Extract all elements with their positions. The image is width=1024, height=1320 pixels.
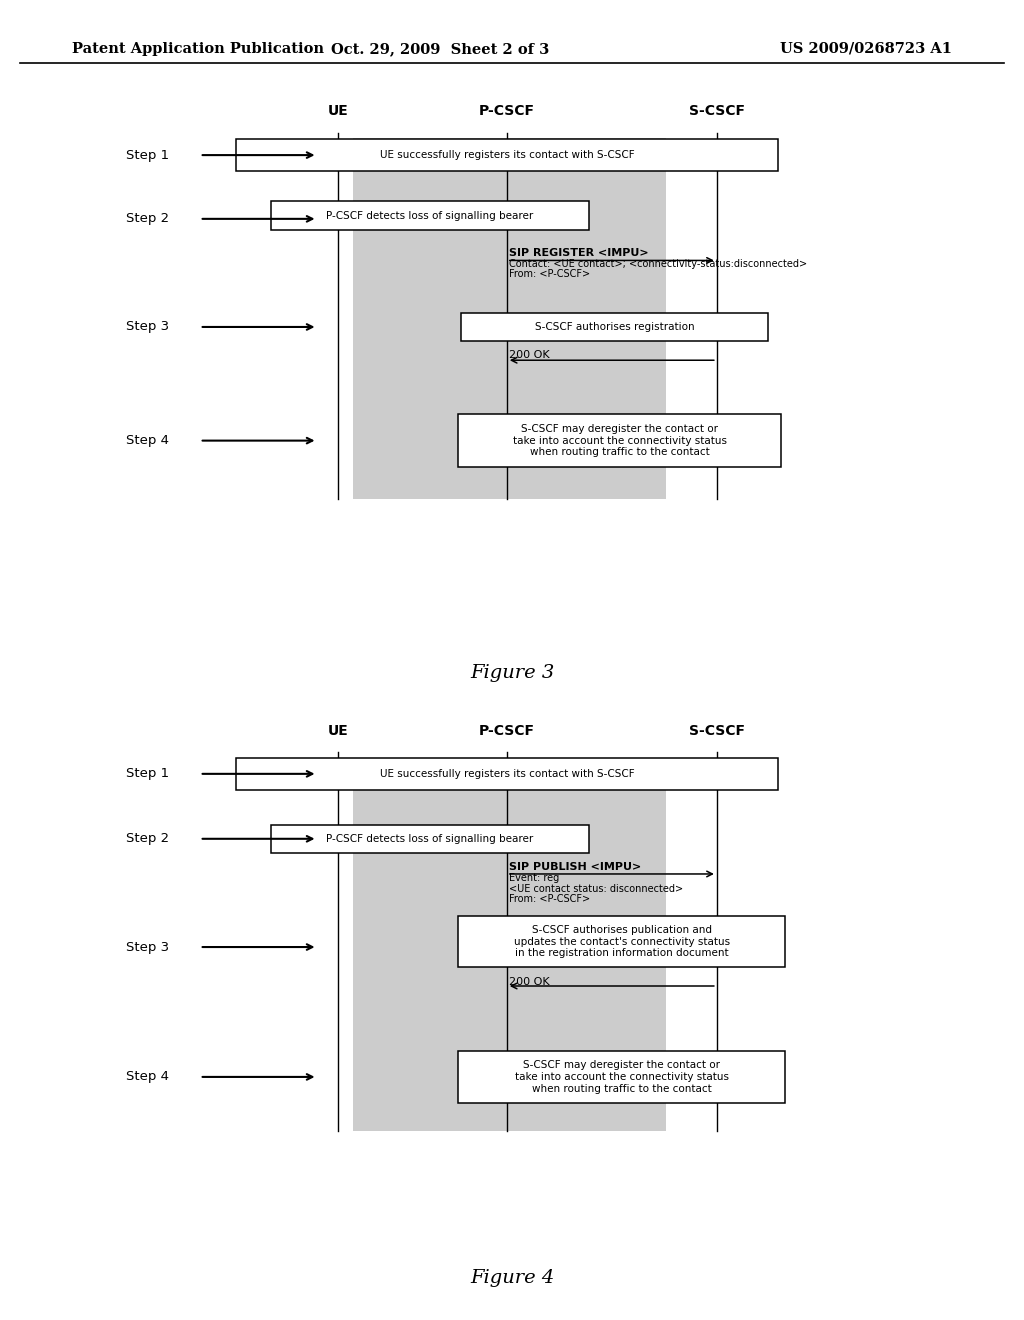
Text: Step 4: Step 4	[126, 434, 169, 447]
Text: P-CSCF: P-CSCF	[479, 723, 535, 738]
Bar	[458, 1051, 785, 1102]
Text: From: <P-CSCF>: From: <P-CSCF>	[509, 269, 590, 280]
Text: Oct. 29, 2009  Sheet 2 of 3: Oct. 29, 2009 Sheet 2 of 3	[331, 42, 550, 55]
Text: Step 4: Step 4	[126, 1071, 169, 1084]
Text: UE: UE	[328, 723, 348, 738]
Bar	[236, 139, 778, 172]
Text: Step 2: Step 2	[126, 213, 169, 226]
Text: Step 3: Step 3	[126, 321, 169, 334]
Text: Event: reg: Event: reg	[509, 874, 559, 883]
Text: UE: UE	[328, 104, 348, 117]
Text: S-CSCF: S-CSCF	[689, 104, 744, 117]
Bar	[458, 916, 785, 968]
Text: UE successfully registers its contact with S-CSCF: UE successfully registers its contact wi…	[380, 150, 634, 160]
Text: P-CSCF: P-CSCF	[479, 104, 535, 117]
Text: S-CSCF: S-CSCF	[689, 723, 744, 738]
Text: Contact: <UE contact>; <connectivity-status:disconnected>: Contact: <UE contact>; <connectivity-sta…	[509, 259, 807, 269]
Text: 200 OK: 200 OK	[509, 350, 550, 360]
Text: UE successfully registers its contact with S-CSCF: UE successfully registers its contact wi…	[380, 768, 634, 779]
Text: Patent Application Publication: Patent Application Publication	[72, 42, 324, 55]
Text: S-CSCF authorises registration: S-CSCF authorises registration	[535, 322, 694, 331]
Text: Figure 4: Figure 4	[470, 1269, 554, 1287]
Text: S-CSCF may deregister the contact or
take into account the connectivity status
w: S-CSCF may deregister the contact or tak…	[513, 424, 726, 457]
Bar	[353, 139, 666, 499]
Text: Step 1: Step 1	[126, 767, 169, 780]
Bar	[461, 313, 768, 342]
Text: <UE contact status: disconnected>: <UE contact status: disconnected>	[509, 883, 683, 894]
Text: Step 2: Step 2	[126, 833, 169, 845]
Bar	[236, 758, 778, 789]
Text: 200 OK: 200 OK	[509, 977, 550, 986]
Text: S-CSCF may deregister the contact or
take into account the connectivity status
w: S-CSCF may deregister the contact or tak…	[515, 1060, 728, 1093]
Text: P-CSCF detects loss of signalling bearer: P-CSCF detects loss of signalling bearer	[327, 834, 534, 843]
Text: Step 1: Step 1	[126, 149, 169, 161]
Text: SIP PUBLISH <IMPU>: SIP PUBLISH <IMPU>	[509, 862, 641, 873]
Text: SIP REGISTER <IMPU>: SIP REGISTER <IMPU>	[509, 248, 648, 259]
Text: P-CSCF detects loss of signalling bearer: P-CSCF detects loss of signalling bearer	[327, 210, 534, 220]
Text: US 2009/0268723 A1: US 2009/0268723 A1	[780, 42, 952, 55]
Text: From: <P-CSCF>: From: <P-CSCF>	[509, 894, 590, 904]
Text: Figure 3: Figure 3	[470, 664, 554, 682]
Bar	[271, 825, 589, 853]
Text: S-CSCF authorises publication and
updates the contact's connectivity status
in t: S-CSCF authorises publication and update…	[513, 925, 730, 958]
Text: Step 3: Step 3	[126, 941, 169, 953]
Bar	[459, 414, 780, 467]
Bar	[353, 758, 666, 1131]
Bar	[271, 201, 589, 230]
